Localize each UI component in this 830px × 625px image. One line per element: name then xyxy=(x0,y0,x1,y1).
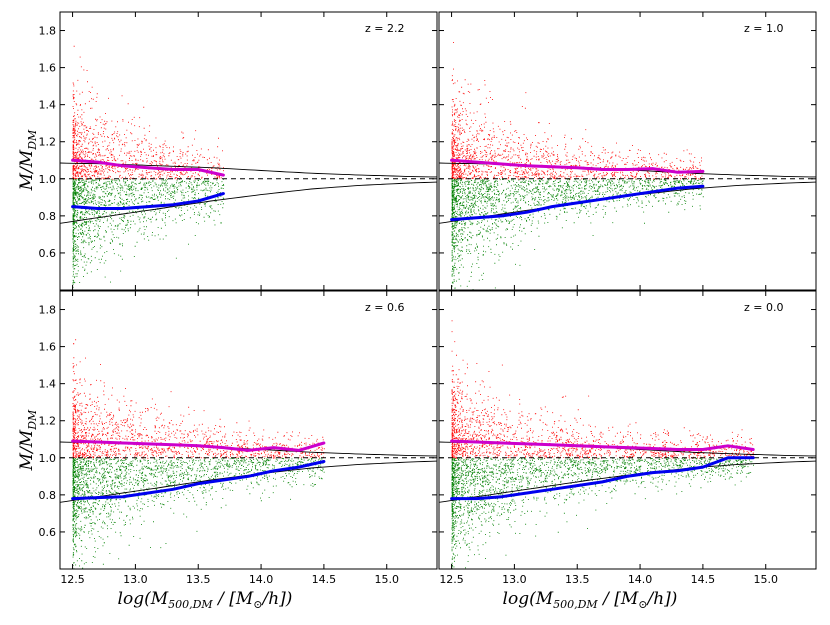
median-line-below xyxy=(450,184,705,222)
median-line-above xyxy=(71,158,225,177)
plot-area xyxy=(60,339,437,569)
panel-label: z = 0.6 xyxy=(365,301,404,314)
x-tick-label: 12.5 xyxy=(60,573,85,586)
y-tick-label: 1.8 xyxy=(39,304,57,317)
y-tick-label: 0.6 xyxy=(39,247,57,260)
panel-4: 12.5 13.0 13.5 14.0 14.5 15.0 z = 0.0 xyxy=(438,290,817,586)
x-tick-label: 13.5 xyxy=(565,573,590,586)
x-tick-label: 14.5 xyxy=(312,573,337,586)
x-tick-label: 15.0 xyxy=(753,573,778,586)
y-tick-label: 1.2 xyxy=(39,136,57,149)
scatter-points-below xyxy=(72,457,325,569)
x-tick-label: 14.0 xyxy=(249,573,274,586)
panel-label: z = 0.0 xyxy=(744,301,783,314)
panel-1: 0.6 0.8 1.0 1.2 1.4 1.6 1.8 z = 2.2 xyxy=(39,11,438,291)
axes-frame xyxy=(59,290,438,570)
y-tick-label: 1.4 xyxy=(39,378,57,391)
panel-3: 0.6 0.8 1.0 1.2 1.4 1.6 1.8 12.5 13.0 13.5 14.0 14.… xyxy=(39,290,438,586)
x-tick-label: 12.5 xyxy=(439,573,464,586)
median-line-above xyxy=(71,439,326,452)
y-tick-label: 0.8 xyxy=(39,210,57,223)
axes-frame xyxy=(59,11,438,291)
y-tick-label: 1.0 xyxy=(39,173,57,186)
median-line-above xyxy=(450,439,755,451)
scatter-points-above xyxy=(451,42,703,180)
plot-area xyxy=(439,320,816,569)
axes-frame xyxy=(438,290,817,570)
scatter-points-above xyxy=(72,45,225,180)
median-line-below xyxy=(71,460,326,501)
scatter-points-below xyxy=(72,178,225,288)
plot-area xyxy=(439,42,816,290)
x-tick-label: 14.0 xyxy=(628,573,653,586)
y-tick-label: 1.6 xyxy=(39,62,57,75)
panels: 0.60.81.01.21.41.61.8 z = 2.2 z = 1.00.60.… xyxy=(39,11,817,586)
panel-2: z = 1.0 xyxy=(438,11,817,291)
x-axis-label-right: log(M500,DM / [M⊙/h]) xyxy=(503,589,678,611)
y-tick-label: 1.0 xyxy=(39,452,57,465)
x-tick-label: 13.0 xyxy=(502,573,527,586)
scatter-points-below xyxy=(451,178,704,290)
panel-label: z = 1.0 xyxy=(744,22,783,35)
y-tick-label: 1.6 xyxy=(39,341,57,354)
envelope-lower-line xyxy=(60,181,437,224)
x-tick-label: 13.5 xyxy=(186,573,211,586)
x-tick-label: 15.0 xyxy=(374,573,399,586)
axes-frame xyxy=(438,11,817,291)
x-axis-label-left: log(M500,DM / [M⊙/h]) xyxy=(118,589,293,611)
y-tick-label: 1.4 xyxy=(39,99,57,112)
scatter-points-above xyxy=(72,339,325,459)
median-line-above xyxy=(450,158,705,174)
panel-label: z = 2.2 xyxy=(365,22,404,35)
y-axis-label-bottom: M/MDM xyxy=(17,409,39,471)
y-tick-label: 0.8 xyxy=(39,489,57,502)
plot-area xyxy=(60,45,437,288)
y-tick-label: 1.8 xyxy=(39,25,57,38)
x-tick-label: 13.0 xyxy=(123,573,148,586)
y-tick-label: 1.2 xyxy=(39,415,57,428)
median-line-below xyxy=(450,456,755,501)
scatter-points-below xyxy=(451,457,754,569)
y-tick-label: 0.6 xyxy=(39,526,57,539)
median-line-below xyxy=(71,192,225,210)
y-axis-label-top: M/MDM xyxy=(17,129,39,191)
x-tick-label: 14.5 xyxy=(691,573,716,586)
scatter-points-above xyxy=(451,320,754,459)
